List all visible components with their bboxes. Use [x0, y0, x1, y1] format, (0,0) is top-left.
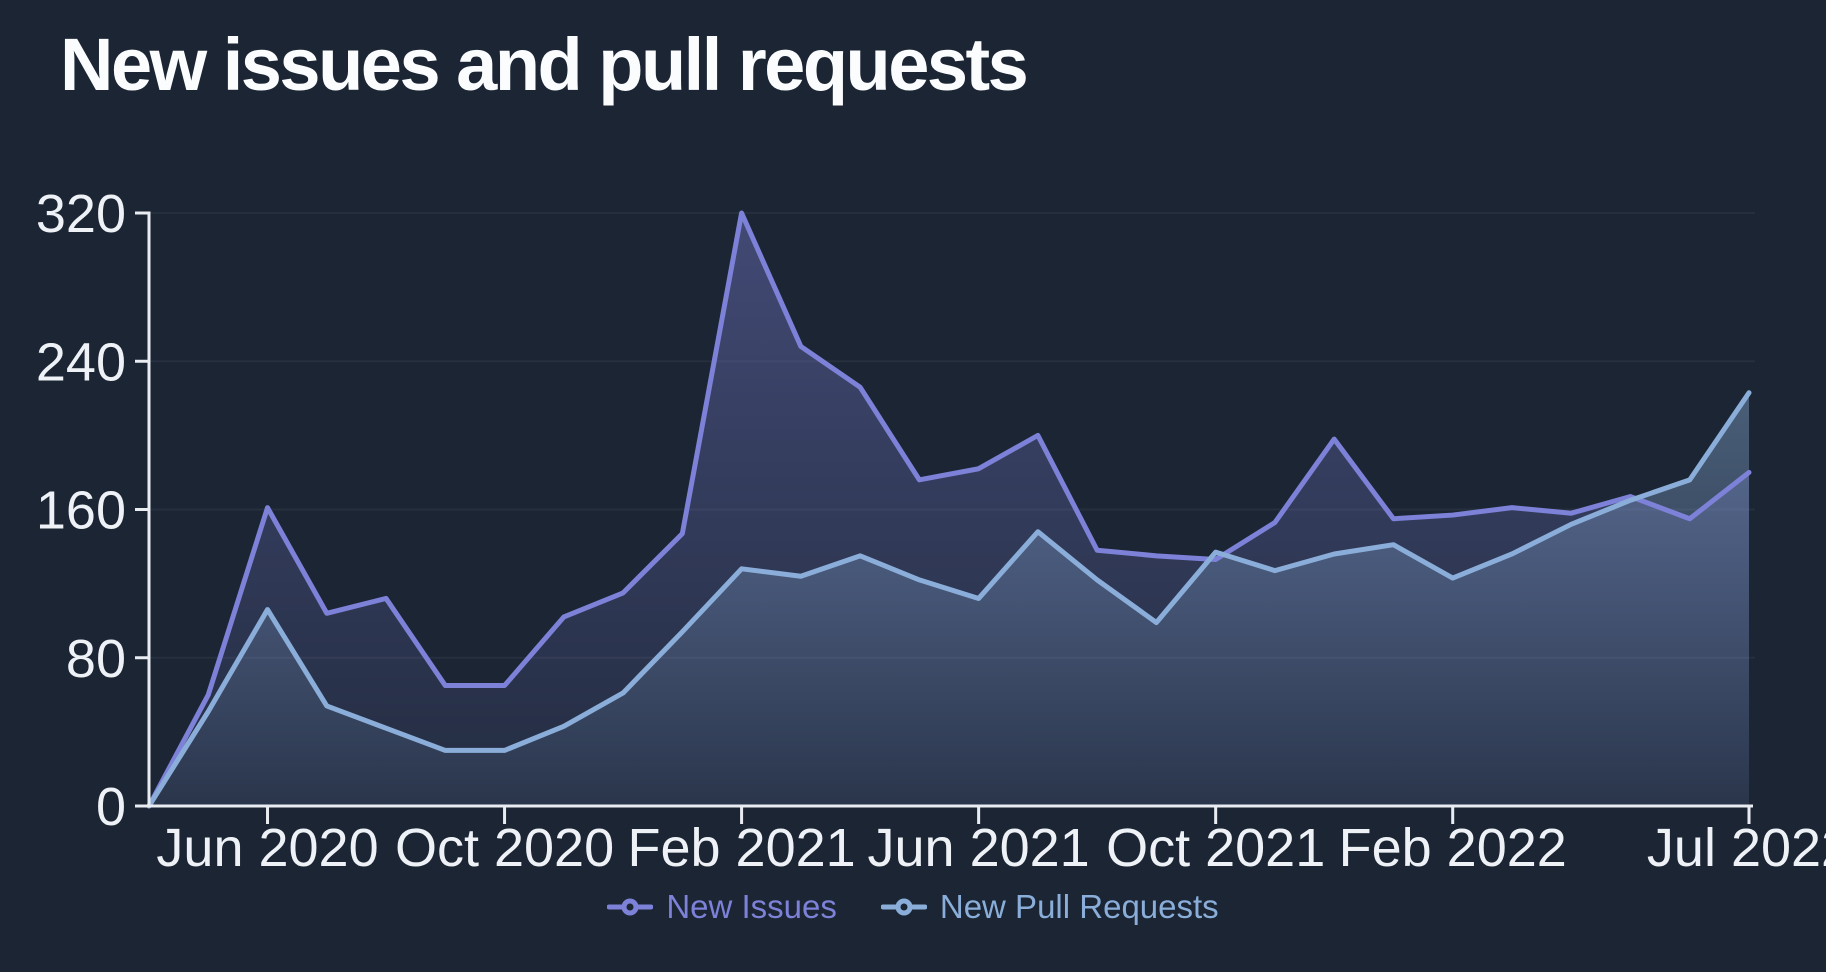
y-tick-label-80: 80	[66, 629, 126, 689]
legend-item-new-pull-requests[interactable]: New Pull Requests	[880, 888, 1219, 926]
y-tick-label-240: 240	[36, 332, 126, 392]
new-issues-line	[146, 210, 1752, 809]
y-tick-label-160: 160	[36, 481, 126, 541]
x-tick-label-jun-2020: Jun 2020	[156, 818, 378, 878]
x-tick-label-feb-2022: Feb 2022	[1339, 818, 1567, 878]
legend-line-marker-icon	[607, 898, 654, 916]
x-tick-label-jul-2022: Jul 2022	[1647, 818, 1826, 878]
legend-label: New Issues	[666, 888, 837, 925]
new-pull-requests-area	[149, 392, 1749, 806]
y-tick-label-320: 320	[36, 184, 126, 244]
y-tick-label-0: 0	[96, 777, 126, 837]
chart-legend: New Issues New Pull Requests	[0, 888, 1826, 926]
new-pull-requests-line	[146, 390, 1752, 809]
legend-item-new-issues[interactable]: New Issues	[607, 888, 837, 926]
legend-line-marker-icon	[880, 898, 927, 916]
x-tick-label-oct-2020: Oct 2020	[395, 818, 614, 878]
x-tick-label-oct-2021: Oct 2021	[1106, 818, 1325, 878]
legend-label: New Pull Requests	[939, 888, 1219, 925]
x-tick-label-jun-2021: Jun 2021	[868, 818, 1090, 878]
page-title: New issues and pull requests	[60, 23, 1029, 106]
x-tick-label-feb-2021: Feb 2021	[627, 818, 855, 878]
